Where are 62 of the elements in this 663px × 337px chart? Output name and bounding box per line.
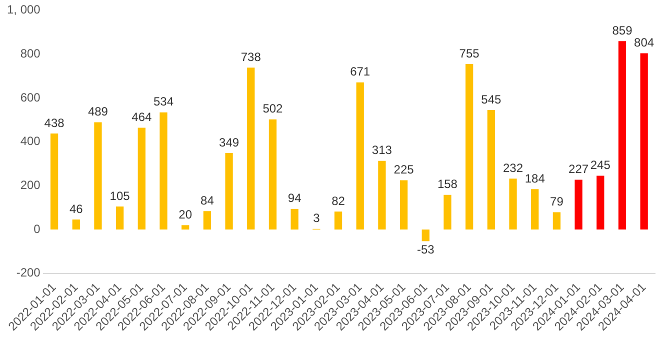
bar <box>400 180 408 230</box>
data-label: 79 <box>550 194 564 209</box>
y-tick-label: 600 <box>20 90 41 104</box>
data-label: 349 <box>219 135 240 150</box>
data-label: -53 <box>416 242 435 256</box>
bar <box>290 208 298 230</box>
data-label: 313 <box>372 143 392 158</box>
bar <box>444 194 452 230</box>
data-label: 859 <box>612 23 633 38</box>
y-tick-label: 1, 000 <box>6 2 41 17</box>
bar <box>618 41 626 230</box>
bar <box>596 176 604 230</box>
data-label: 84 <box>200 193 214 208</box>
data-label: 464 <box>132 110 152 124</box>
data-label: 3 <box>313 211 320 226</box>
data-label: 804 <box>634 36 654 50</box>
y-tick-label: 0 <box>34 222 41 236</box>
data-label: 227 <box>568 162 589 176</box>
bar <box>378 160 386 230</box>
bar <box>247 68 255 230</box>
bar <box>182 225 190 230</box>
bar <box>356 82 364 230</box>
data-label: 245 <box>590 158 611 172</box>
bar <box>422 230 430 242</box>
bar <box>509 178 517 230</box>
bar <box>334 212 342 230</box>
bar <box>552 212 561 230</box>
data-label: 82 <box>332 194 346 208</box>
data-label: 755 <box>459 46 480 60</box>
bar <box>268 119 277 230</box>
y-tick-label: 400 <box>20 134 41 148</box>
data-label: 489 <box>88 104 108 119</box>
bar <box>466 64 474 230</box>
bar <box>225 152 233 230</box>
y-tick-label: -200 <box>16 266 41 280</box>
bar <box>640 53 648 230</box>
data-label: 502 <box>262 102 284 116</box>
bar <box>94 122 102 230</box>
bar <box>138 128 146 230</box>
bar <box>72 219 80 230</box>
bar <box>160 112 168 230</box>
y-tick-label: 800 <box>20 46 41 60</box>
bar <box>487 110 495 230</box>
data-label: 184 <box>524 172 546 186</box>
data-label: 545 <box>481 92 502 106</box>
data-label: 534 <box>153 94 174 109</box>
data-label: 738 <box>240 50 262 64</box>
data-label: 671 <box>350 64 370 79</box>
data-label: 232 <box>502 160 524 175</box>
data-label: 225 <box>394 162 414 177</box>
data-label: 158 <box>437 177 458 192</box>
data-label: 438 <box>44 116 65 130</box>
bar <box>574 180 582 230</box>
bar <box>203 211 212 230</box>
data-label: 20 <box>178 207 192 222</box>
data-label: 46 <box>69 202 84 216</box>
bar <box>50 133 58 230</box>
bar <box>116 206 124 230</box>
bar <box>531 189 539 230</box>
data-label: 105 <box>110 188 130 203</box>
data-label: 94 <box>288 191 302 206</box>
y-tick-label: 200 <box>20 178 41 192</box>
